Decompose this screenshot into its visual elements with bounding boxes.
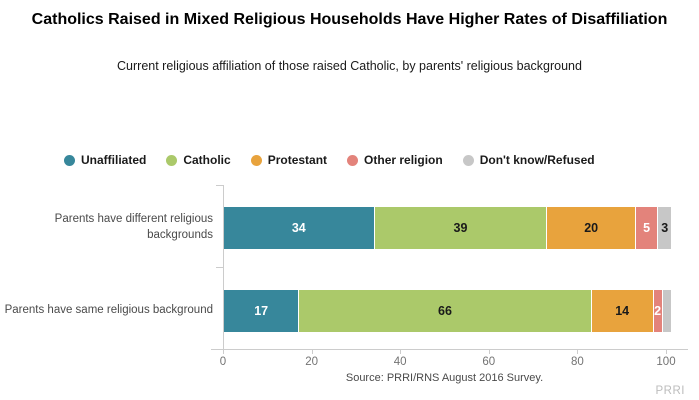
bar-segment-other-religion: 5 bbox=[635, 207, 659, 249]
x-axis-tick-label: 0 bbox=[219, 356, 227, 368]
bar-segment-catholic: 39 bbox=[374, 207, 548, 249]
chart-title: Catholics Raised in Mixed Religious Hous… bbox=[31, 11, 668, 28]
legend-item-protestant: Protestant bbox=[250, 153, 328, 167]
prri-logo: PRRI bbox=[655, 385, 685, 397]
bar-value-label: 3 bbox=[661, 221, 669, 235]
legend-marker-icon-unaffiliated bbox=[64, 154, 75, 166]
bar-value-label: 34 bbox=[291, 221, 306, 235]
legend-label: Unaffiliated bbox=[81, 153, 147, 167]
y-axis-line bbox=[223, 185, 224, 350]
legend-marker-icon-protestant bbox=[250, 154, 262, 166]
legend-item-other-religion: Other religion bbox=[347, 153, 443, 167]
x-axis-tick bbox=[400, 350, 402, 354]
bar-segment-don-t-know-refused: 3 bbox=[658, 207, 672, 249]
y-axis-tick bbox=[216, 185, 223, 186]
x-axis-tick bbox=[223, 350, 224, 354]
legend-label: Protestant bbox=[267, 153, 328, 167]
x-axis-tick bbox=[577, 350, 579, 354]
bar-value-label: 66 bbox=[438, 304, 452, 318]
legend-label: Catholic bbox=[183, 153, 231, 167]
legend-item-don-t-know-refused: Don't know/Refused bbox=[462, 153, 595, 167]
legend-marker-icon-catholic bbox=[166, 154, 178, 166]
stacked-bar-parents-have-same-religious-background: 17 66 14 2 bbox=[224, 290, 672, 332]
legend-marker-icon-don-t-know-refused bbox=[462, 154, 474, 166]
category-label: Parents have different religious backgro… bbox=[54, 213, 213, 241]
bar-segment-protestant: 14 bbox=[591, 290, 654, 332]
x-axis-tick-label: 40 bbox=[393, 356, 407, 368]
bar-value-label: 17 bbox=[254, 304, 269, 318]
source-note: Source: PRRI/RNS August 2016 Survey. bbox=[345, 372, 544, 384]
bar-value-label: 5 bbox=[643, 221, 651, 235]
bar-segment-don-t-know-refused bbox=[662, 290, 672, 332]
legend: Unaffiliated Catholic Protestant Other reli… bbox=[64, 153, 595, 167]
category-label: Parents have same religious background bbox=[4, 304, 213, 317]
legend-marker-icon-other-religion bbox=[347, 154, 359, 166]
x-axis-tick bbox=[311, 350, 313, 354]
chart-subtitle: Current religious affiliation of those r… bbox=[117, 59, 582, 73]
x-axis-tick-label: 60 bbox=[482, 356, 496, 368]
legend-item-catholic: Catholic bbox=[166, 153, 231, 167]
stacked-bar-parents-have-different-religious-backgrounds: 34 39 20 5 3 bbox=[224, 207, 672, 249]
legend-label: Other religion bbox=[364, 153, 443, 167]
bar-value-label: 20 bbox=[584, 221, 599, 235]
bar-value-label: 2 bbox=[654, 304, 662, 318]
y-axis-tick bbox=[216, 267, 223, 268]
x-axis-tick bbox=[666, 350, 667, 354]
x-axis-tick bbox=[488, 350, 490, 354]
y-axis-tick bbox=[216, 349, 223, 350]
legend-label: Don't know/Refused bbox=[479, 153, 595, 167]
bar-value-label: 14 bbox=[615, 304, 630, 318]
x-axis-tick-label: 20 bbox=[305, 356, 318, 368]
bar-segment-catholic: 66 bbox=[299, 290, 592, 332]
bar-value-label: 39 bbox=[453, 221, 468, 235]
bar-segment-other-religion: 2 bbox=[653, 290, 663, 332]
x-axis-tick-label: 100 bbox=[656, 356, 676, 368]
bar-segment-unaffiliated: 17 bbox=[224, 290, 300, 332]
bar-segment-unaffiliated: 34 bbox=[224, 207, 375, 249]
x-axis-tick-label: 80 bbox=[570, 356, 584, 368]
bar-segment-protestant: 20 bbox=[547, 207, 636, 249]
x-axis-line bbox=[211, 349, 688, 350]
legend-item-unaffiliated: Unaffiliated bbox=[64, 153, 146, 167]
